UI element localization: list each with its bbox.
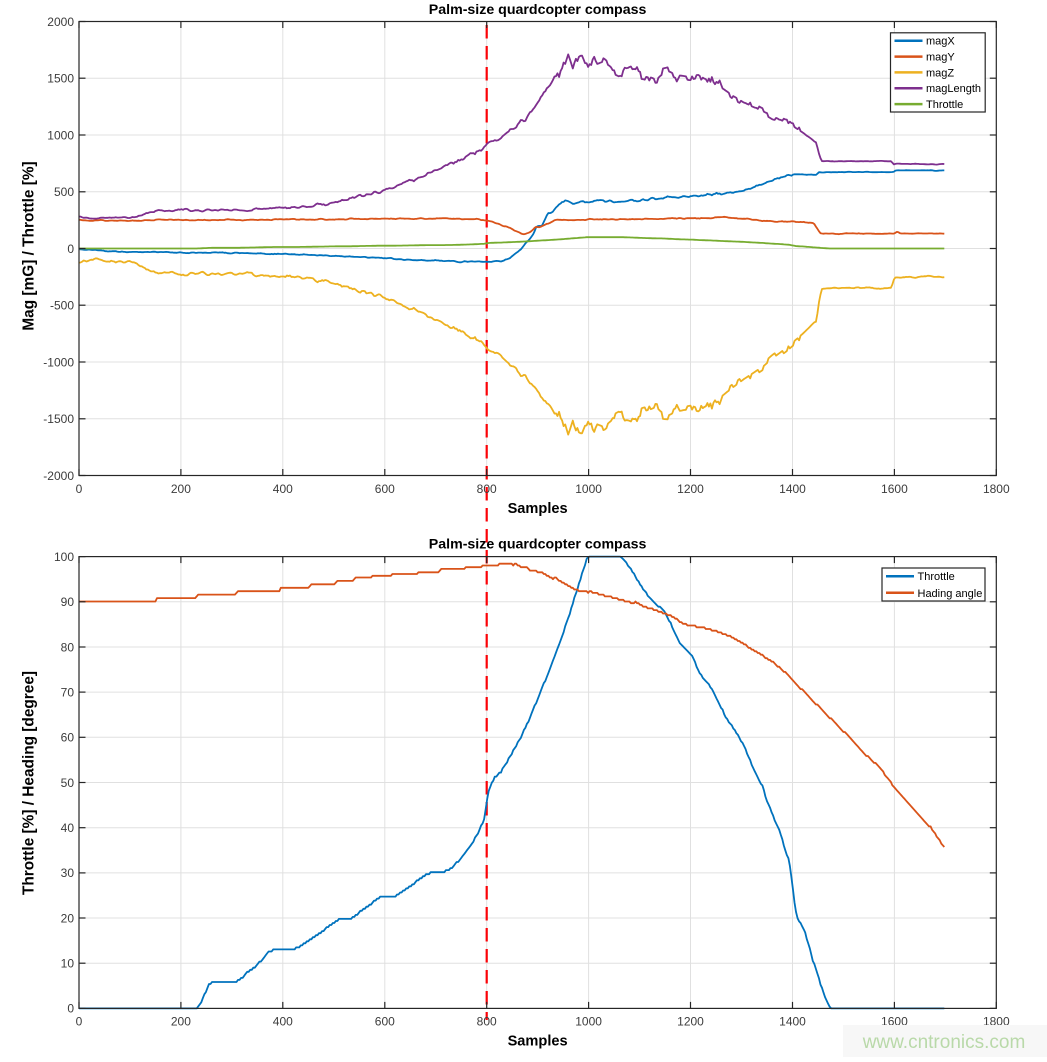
svg-text:800: 800	[477, 482, 497, 496]
svg-text:10: 10	[61, 957, 75, 971]
svg-text:1400: 1400	[779, 482, 806, 496]
svg-text:200: 200	[171, 1015, 191, 1029]
svg-text:Throttle: Throttle	[926, 99, 963, 111]
svg-text:magZ: magZ	[926, 67, 954, 79]
svg-text:1400: 1400	[779, 1015, 806, 1029]
svg-text:1000: 1000	[575, 482, 602, 496]
svg-text:600: 600	[375, 1015, 395, 1029]
svg-text:2000: 2000	[47, 15, 74, 29]
svg-text:0: 0	[76, 482, 83, 496]
svg-text:Samples: Samples	[508, 501, 568, 517]
svg-text:100: 100	[54, 550, 74, 564]
svg-text:70: 70	[61, 685, 75, 699]
svg-text:1200: 1200	[677, 482, 704, 496]
svg-text:Throttle: Throttle	[918, 571, 955, 583]
svg-text:50: 50	[61, 776, 75, 790]
svg-text:400: 400	[273, 482, 293, 496]
svg-text:60: 60	[61, 731, 75, 745]
svg-text:-500: -500	[50, 299, 74, 313]
svg-text:Mag [mG] / Throttle [%]: Mag [mG] / Throttle [%]	[21, 161, 38, 330]
svg-text:www.cntronics.com: www.cntronics.com	[862, 1032, 1026, 1053]
svg-text:Hading angle: Hading angle	[918, 588, 983, 600]
svg-text:500: 500	[54, 185, 74, 199]
svg-text:800: 800	[477, 1015, 497, 1029]
svg-text:200: 200	[171, 482, 191, 496]
svg-text:0: 0	[67, 1002, 74, 1016]
svg-text:1500: 1500	[47, 72, 74, 86]
svg-text:-1000: -1000	[43, 355, 74, 369]
svg-text:1000: 1000	[47, 128, 74, 142]
svg-text:1600: 1600	[881, 482, 908, 496]
svg-text:Palm-size quardcopter compass: Palm-size quardcopter compass	[429, 2, 647, 18]
svg-text:0: 0	[67, 242, 74, 256]
svg-text:-1500: -1500	[43, 412, 74, 426]
svg-text:magLength: magLength	[926, 83, 981, 95]
svg-text:magX: magX	[926, 36, 955, 48]
svg-text:90: 90	[61, 595, 75, 609]
svg-text:Samples: Samples	[508, 1034, 568, 1050]
svg-text:Throttle [%] / Heading [degree: Throttle [%] / Heading [degree]	[21, 671, 38, 895]
svg-text:20: 20	[61, 911, 75, 925]
svg-text:0: 0	[76, 1015, 83, 1029]
svg-text:1200: 1200	[677, 1015, 704, 1029]
svg-text:-2000: -2000	[43, 469, 74, 483]
svg-text:30: 30	[61, 866, 75, 880]
svg-text:1800: 1800	[983, 482, 1010, 496]
svg-text:magY: magY	[926, 52, 955, 64]
svg-text:80: 80	[61, 640, 75, 654]
svg-text:Palm-size quardcopter compass: Palm-size quardcopter compass	[429, 537, 647, 553]
svg-text:400: 400	[273, 1015, 293, 1029]
svg-text:1000: 1000	[575, 1015, 602, 1029]
svg-text:600: 600	[375, 482, 395, 496]
svg-text:40: 40	[61, 821, 75, 835]
